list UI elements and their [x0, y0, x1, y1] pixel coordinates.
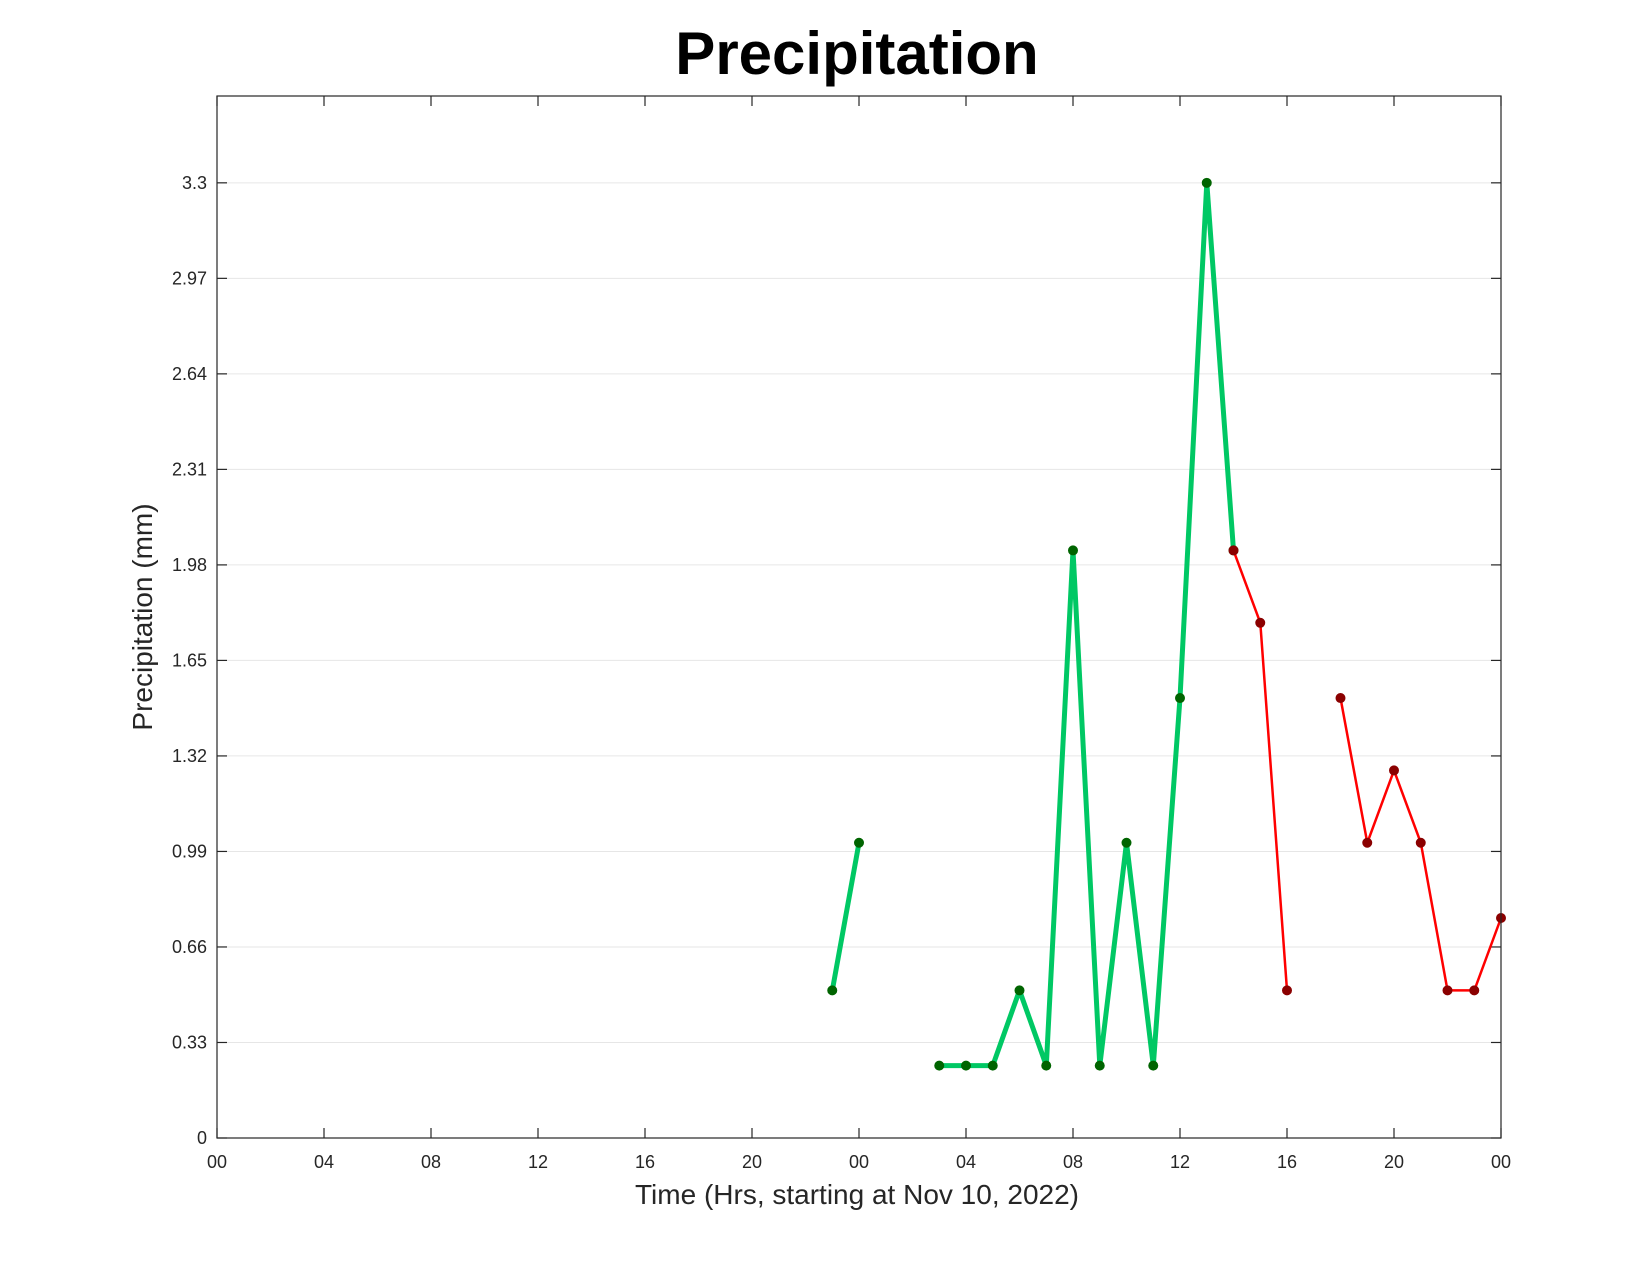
data-point: [1469, 985, 1480, 996]
data-point: [1094, 1060, 1105, 1071]
y-tick-label: 2.97: [172, 268, 207, 288]
data-point: [854, 837, 864, 848]
grid-lines: [217, 182, 1501, 1043]
x-tick-label: 20: [1384, 1152, 1404, 1172]
y-axis-label: Precipitation (mm): [127, 503, 158, 730]
data-point: [1175, 693, 1185, 704]
data-point: [1041, 1060, 1052, 1071]
data-point: [1255, 617, 1266, 628]
data-point: [1389, 765, 1399, 776]
chart-title: Precipitation: [675, 20, 1038, 87]
data-point: [827, 985, 838, 996]
data-point: [1362, 837, 1373, 848]
data-point: [1282, 985, 1292, 996]
y-tick-label: 0.66: [172, 937, 207, 957]
x-axis-label: Time (Hrs, starting at Nov 10, 2022): [635, 1179, 1079, 1210]
data-series: [827, 177, 1506, 1071]
y-tick-label: 3.3: [182, 173, 207, 193]
x-tick-label: 00: [207, 1152, 227, 1172]
y-tick-label: 1.32: [172, 746, 207, 766]
data-point: [1228, 545, 1239, 556]
x-tick-label: 16: [635, 1152, 655, 1172]
x-tick-label: 00: [849, 1152, 869, 1172]
x-tick-label: 20: [742, 1152, 762, 1172]
x-tick-label: 04: [314, 1152, 334, 1172]
y-tick-label: 1.65: [172, 650, 207, 670]
y-tick-label: 2.64: [172, 364, 207, 384]
data-point: [1415, 837, 1426, 848]
x-tick-label: 16: [1277, 1152, 1297, 1172]
series-1: [1228, 545, 1506, 996]
y-tick-labels: 0 0.33 0.66 0.99 1.32 1.65 1.98 2.31 2.64 2.97 3.3: [172, 173, 207, 1148]
y-tick-label: 0.33: [172, 1032, 207, 1052]
data-point: [1068, 545, 1078, 556]
data-point: [987, 1060, 998, 1071]
x-tick-label: 08: [1063, 1152, 1083, 1172]
x-tick-label: 08: [421, 1152, 441, 1172]
series-line: [829, 840, 862, 993]
x-tick-label: 00: [1491, 1152, 1511, 1172]
y-tick-label: 0: [197, 1128, 207, 1148]
data-point: [1014, 985, 1025, 996]
y-tick-label: 0.99: [172, 841, 207, 861]
x-tick-label: 12: [528, 1152, 548, 1172]
data-point: [1442, 985, 1453, 996]
x-tick-label: 12: [1170, 1152, 1190, 1172]
data-point: [1201, 177, 1212, 188]
data-point: [961, 1060, 971, 1071]
data-point: [1335, 693, 1346, 704]
plot-frame: [216, 95, 1502, 1139]
x-tick-label: 04: [956, 1152, 976, 1172]
y-tick-label: 1.98: [172, 555, 207, 575]
x-tick-labels: 00 04 08 12 16 20 00 04 08 12 16 20 00: [207, 1152, 1511, 1172]
data-point: [1148, 1060, 1159, 1071]
y-tick-label: 2.31: [172, 459, 207, 479]
data-point: [934, 1060, 945, 1071]
data-point: [1121, 837, 1132, 848]
